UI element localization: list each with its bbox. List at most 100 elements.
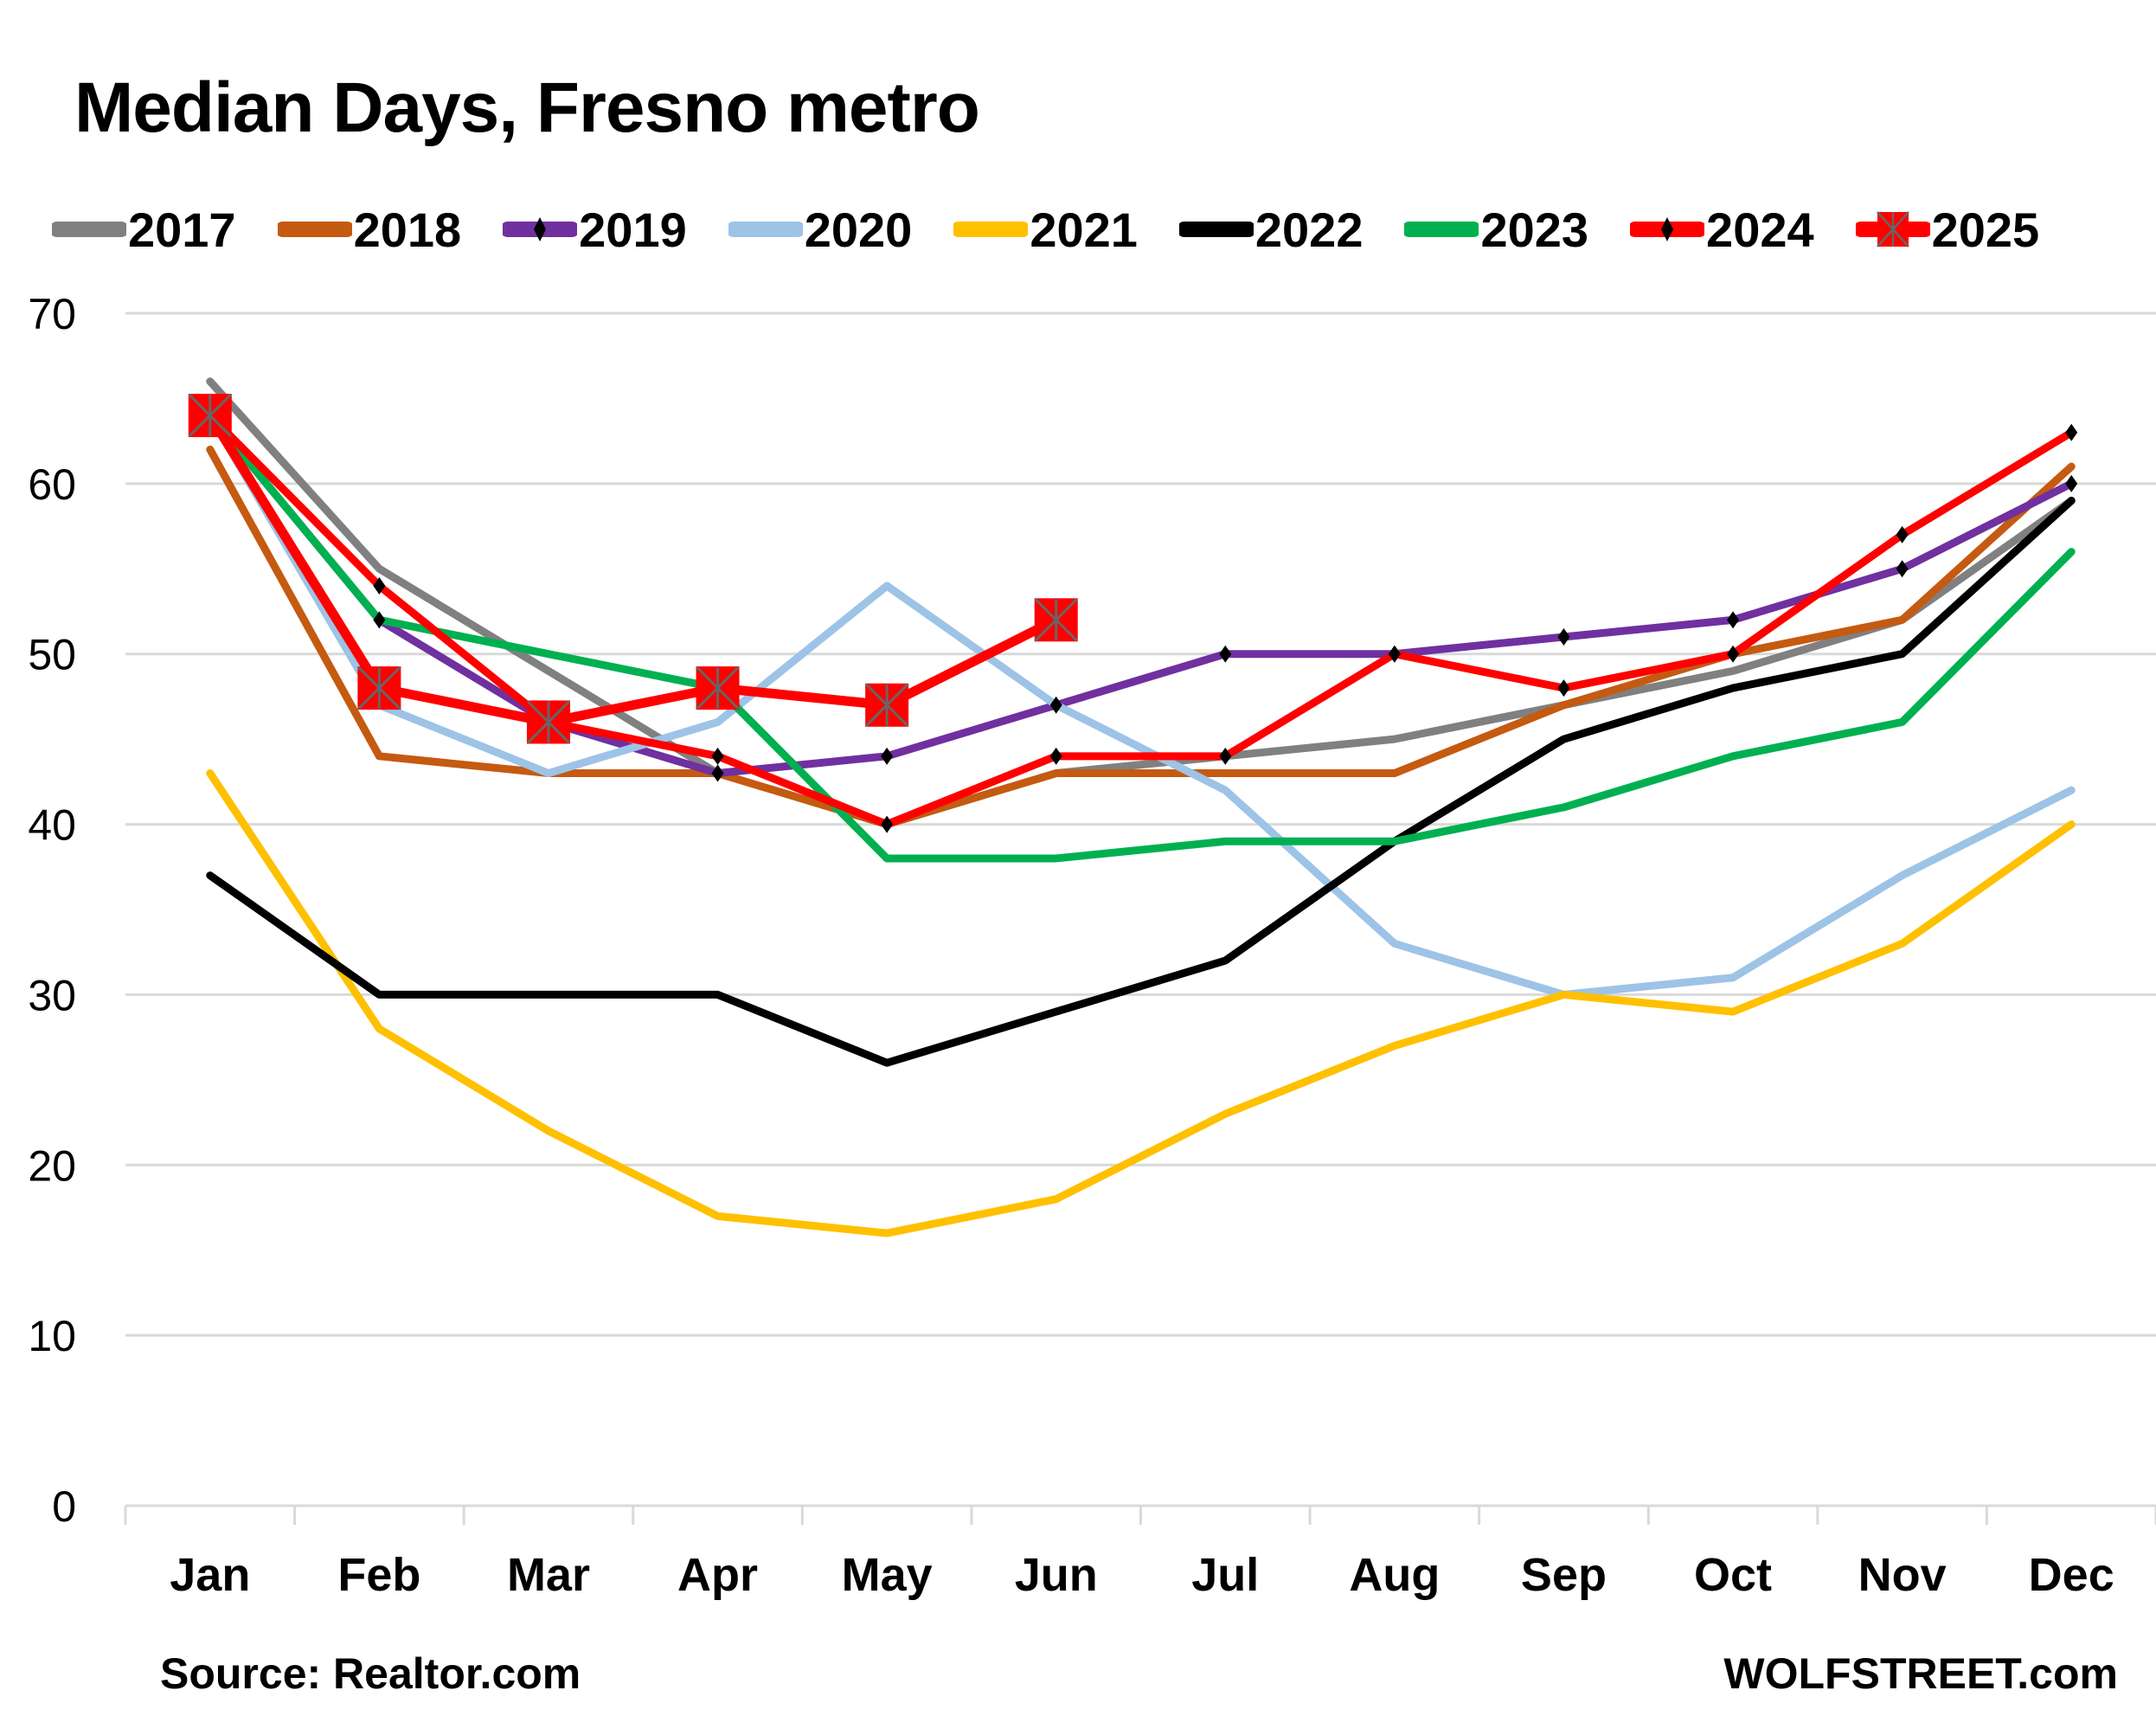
legend-label: 2025 — [1931, 202, 2040, 257]
data-point-2019 — [2065, 474, 2078, 492]
legend-marker-cross — [1876, 211, 1909, 247]
x-tick-label: Dec — [2029, 1549, 2114, 1601]
legend-item-2019: 2019 — [503, 195, 687, 264]
data-point-2019 — [1896, 560, 1909, 578]
legend-item-2024: 2024 — [1630, 195, 1814, 264]
legend-swatch-2019 — [503, 217, 578, 241]
marker-cross — [865, 683, 909, 727]
legend-swatch-2025 — [1855, 211, 1930, 247]
chart-title: Median Days, Fresno metro — [74, 68, 980, 147]
legend-item-2023: 2023 — [1404, 195, 1588, 264]
data-point-2024 — [1388, 645, 1401, 663]
data-point-2024 — [373, 576, 386, 595]
data-point-2019 — [1219, 645, 1232, 663]
gridlines — [125, 312, 2156, 1337]
legend-item-2017: 2017 — [52, 195, 236, 264]
legend-item-2025: 2025 — [1855, 195, 2040, 264]
marker-cross — [696, 666, 740, 710]
data-point-2024 — [1219, 747, 1232, 765]
y-tick-label: 30 — [28, 971, 76, 1019]
series-line-2020 — [206, 411, 2076, 999]
marker-cross — [1034, 598, 1078, 642]
legend-label: 2024 — [1706, 202, 1814, 257]
marker-cross — [526, 700, 571, 744]
x-tick-label: May — [842, 1549, 933, 1601]
legend-label: 2023 — [1480, 202, 1589, 257]
data-point-2024 — [881, 815, 894, 833]
data-point-2024 — [1896, 525, 1909, 543]
legend-item-2020: 2020 — [728, 195, 913, 264]
data-point-2024 — [1727, 645, 1740, 663]
data-point-2019 — [1049, 696, 1062, 714]
data-point-2019 — [1557, 628, 1570, 646]
data-point-2019 — [1727, 611, 1740, 629]
marker-cross — [188, 394, 232, 438]
y-tick-label: 70 — [28, 290, 76, 338]
source-note: Source: Realtor.com — [160, 1649, 581, 1698]
data-point-2025 — [696, 666, 740, 710]
legend-swatch-2024 — [1630, 217, 1705, 241]
y-tick-label: 20 — [28, 1141, 76, 1190]
legend-label: 2021 — [1030, 202, 1138, 257]
data-point-2025 — [357, 666, 401, 710]
x-tick-label: Jun — [1015, 1549, 1098, 1601]
chart-legend: 2017 2018 2019 2020 2021 2022 2023 2024 2025 — [52, 195, 2081, 264]
legend-swatch-2017 — [52, 222, 126, 237]
series-line-2017 — [206, 377, 2076, 829]
data-point-2025 — [526, 700, 571, 744]
series-markers — [188, 394, 2078, 833]
series-line-2022 — [206, 497, 2076, 1067]
series-line-2024 — [206, 411, 2076, 829]
y-tick-label: 40 — [28, 801, 76, 850]
legend-item-2022: 2022 — [1178, 195, 1364, 264]
x-tick-label: Jan — [170, 1549, 250, 1601]
data-point-2019 — [711, 764, 724, 782]
legend-swatch-2020 — [728, 222, 803, 237]
marker-cross — [357, 666, 401, 710]
legend-marker — [534, 217, 547, 241]
legend-label: 2019 — [579, 202, 687, 257]
series-line-2025 — [205, 410, 1062, 727]
x-tick-label: Feb — [337, 1549, 420, 1601]
x-tick-label: Jul — [1191, 1549, 1259, 1601]
y-axis-labels: 0 10 20 30 40 50 60 70 — [28, 290, 76, 1531]
series-lines — [205, 377, 2076, 1237]
data-point-2019 — [373, 611, 386, 629]
y-tick-label: 60 — [28, 460, 76, 509]
data-point-2025 — [1034, 598, 1078, 642]
legend-item-2018: 2018 — [277, 195, 462, 264]
legend-swatch-2018 — [277, 222, 352, 237]
legend-swatch-2021 — [953, 222, 1029, 237]
legend-marker — [1661, 217, 1674, 241]
legend-item-2021: 2021 — [953, 195, 1138, 264]
data-point-2024 — [711, 747, 724, 765]
legend-label: 2022 — [1254, 202, 1364, 257]
series-line-2021 — [206, 769, 2076, 1237]
x-tick-label: Mar — [507, 1549, 590, 1601]
series-line-2023 — [206, 411, 2076, 863]
data-point-2024 — [2065, 423, 2078, 441]
data-point-2019 — [881, 747, 894, 765]
legend-label: 2017 — [128, 202, 236, 257]
x-axis — [124, 1504, 2156, 1525]
x-tick-label: Aug — [1349, 1549, 1440, 1601]
legend-swatch-2022 — [1178, 222, 1254, 237]
legend-label: 2020 — [804, 202, 913, 257]
x-tick-label: Oct — [1694, 1549, 1772, 1601]
x-tick-label: Apr — [677, 1549, 758, 1601]
brand-label: WOLFSTREET.com — [1723, 1649, 2118, 1698]
series-line-2018 — [206, 445, 2076, 829]
series-line-2019 — [206, 411, 2076, 778]
x-tick-label: Sep — [1521, 1549, 1607, 1601]
data-point-2024 — [1049, 747, 1062, 765]
y-tick-label: 0 — [52, 1482, 76, 1531]
data-point-2025 — [188, 394, 232, 438]
y-tick-label: 50 — [28, 631, 76, 679]
data-point-2025 — [865, 683, 909, 727]
data-point-2024 — [1557, 679, 1570, 697]
legend-swatch-2023 — [1404, 222, 1479, 237]
legend-label: 2018 — [353, 202, 462, 257]
y-tick-label: 10 — [28, 1312, 76, 1360]
x-tick-label: Nov — [1858, 1549, 1947, 1601]
